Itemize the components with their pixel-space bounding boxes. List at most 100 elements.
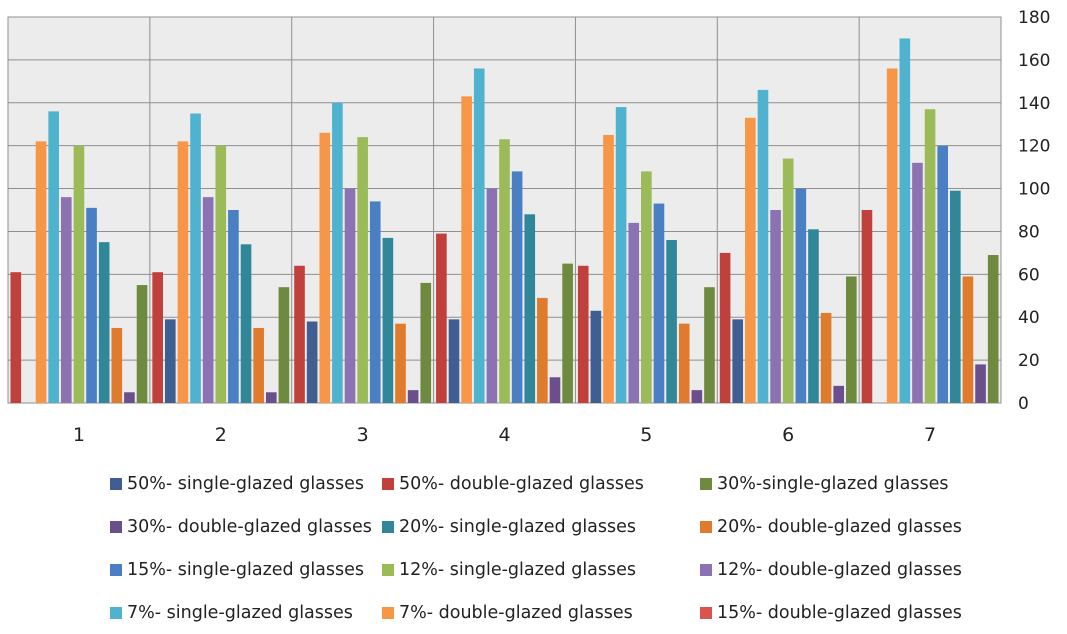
bar [461,96,472,403]
legend-label: 15%- double-glazed glasses [717,602,962,623]
bar [924,109,936,404]
legend-row: 15%- single-glazed glasses 12%- single-gl… [110,548,1010,591]
bar [615,107,627,403]
legend-swatch [110,606,122,619]
legend-label: 15%- single-glazed glasses [127,559,365,580]
bar [719,252,731,403]
legend-swatch [700,563,712,576]
y-tick-label: 180 [1018,8,1050,28]
bar [795,188,807,403]
bar [111,327,123,403]
bar [98,242,110,403]
bar [278,287,290,403]
bar [190,113,201,403]
bar [782,158,794,403]
legend-item: 12%- single-glazed glasses [382,560,700,580]
y-axis-ticks: 0 20 40 60 80 100 120 140 160 180 [1018,8,1050,414]
bar [265,392,277,403]
bar [407,390,419,403]
bar [357,137,368,403]
legend-item: 7%- single-glazed glasses [110,603,382,623]
bar [86,207,97,403]
bar [666,240,677,403]
bar [294,265,305,403]
legend-label: 30%-single-glazed glasses [717,473,949,494]
y-tick-label: 40 [1018,308,1040,328]
x-tick-label: 3 [357,424,369,446]
bar [152,272,163,403]
bar [240,244,252,403]
bar [537,297,548,403]
legend-swatch [382,477,394,490]
legend-swatch [700,477,712,490]
legend-swatch [700,606,712,619]
legend-swatch [382,520,394,533]
bar [886,68,898,403]
y-tick-label: 60 [1018,265,1040,285]
legend-item: 12%- double-glazed glasses [700,560,990,580]
legend-label: 50%- single-glazed glasses [127,473,365,494]
legend-swatch [110,563,122,576]
bar [228,210,239,403]
y-tick-label: 140 [1018,94,1050,114]
legend-row: 30%- double-glazed glasses 20%- single-gl… [110,505,1010,548]
bar [950,190,961,403]
legend-swatch [110,477,122,490]
bar [436,233,447,403]
bar-chart: 0 20 40 60 80 100 120 140 160 180 1 2 3 4 5 6 7 [7,8,1050,446]
bar [820,312,832,403]
legend-item: 20%- double-glazed glasses [700,517,990,537]
bar [678,323,690,403]
bar [745,117,756,403]
x-tick-label: 1 [73,424,85,446]
bar [448,319,460,403]
bar [549,377,561,403]
legend-swatch [382,563,394,576]
legend-label: 7%- double-glazed glasses [399,602,633,623]
x-tick-label: 4 [498,424,510,446]
legend-item: 30%-single-glazed glasses [700,474,990,494]
legend-label: 7%- single-glazed glasses [127,602,353,623]
legend-item: 50%- single-glazed glasses [110,474,382,494]
legend-row: 7%- single-glazed glasses 7%- double-glaz… [110,591,1010,634]
bar [73,145,85,404]
y-tick-label: 160 [1018,51,1050,71]
bar [987,255,999,403]
bar [833,385,845,403]
legend-item: 7%- double-glazed glasses [382,603,700,623]
bar [757,89,769,403]
bar [770,210,781,403]
bar [35,141,47,403]
bar [202,197,214,403]
bar [215,145,227,404]
bar [511,171,523,403]
x-tick-label: 2 [215,424,227,446]
bar [48,111,59,404]
x-tick-label: 6 [782,424,794,446]
legend-label: 20%- single-glazed glasses [399,516,637,537]
bar [577,265,589,403]
legend-label: 30%- double-glazed glasses [127,516,372,537]
bar [962,276,974,403]
bar [332,102,343,403]
legend-swatch [110,520,122,533]
bar [975,364,986,403]
bar [473,68,485,403]
legend-label: 12%- single-glazed glasses [399,559,637,580]
bar [369,201,381,403]
bar [524,214,536,403]
bar [562,263,573,403]
bar [899,38,911,403]
legend-label: 50%- double-glazed glasses [399,473,644,494]
bar [704,287,715,403]
bar [253,327,264,403]
bar [603,134,614,403]
y-tick-label: 80 [1018,222,1040,242]
bars [10,38,999,404]
bar [499,139,510,404]
x-tick-label: 7 [924,424,936,446]
bar [691,390,703,403]
y-tick-label: 120 [1018,137,1050,157]
bar [10,272,22,403]
y-tick-label: 20 [1018,351,1040,371]
